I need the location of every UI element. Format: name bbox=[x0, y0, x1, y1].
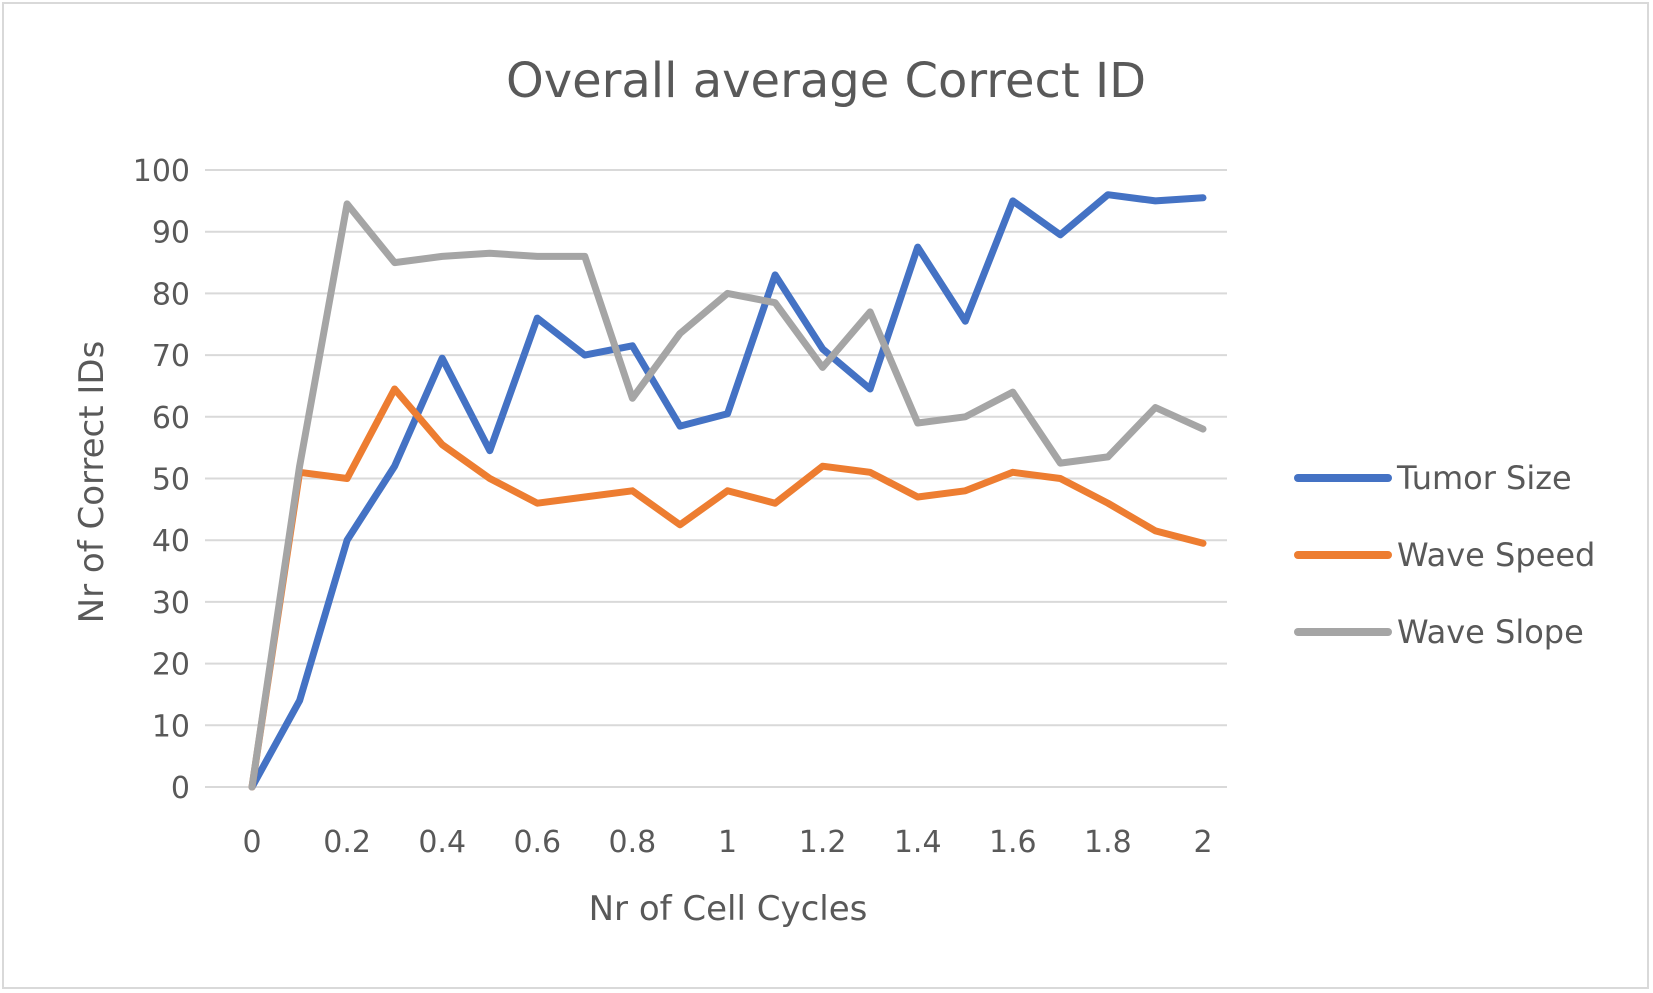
y-tick-label: 50 bbox=[152, 463, 190, 498]
x-axis-label: Nr of Cell Cycles bbox=[589, 889, 868, 929]
legend-label: Wave Slope bbox=[1397, 613, 1584, 651]
y-tick-label: 90 bbox=[152, 216, 190, 251]
legend-label: Wave Speed bbox=[1397, 536, 1595, 574]
y-tick-label: 20 bbox=[152, 648, 190, 683]
gridlines bbox=[205, 169, 1227, 788]
chart-title: Overall average Correct ID bbox=[506, 53, 1146, 109]
x-tick-label: 1.2 bbox=[799, 825, 847, 860]
y-tick-label: 40 bbox=[152, 524, 190, 559]
y-tick-label: 80 bbox=[152, 277, 190, 312]
x-tick-label: 1.6 bbox=[989, 825, 1037, 860]
series-line-tumor-size bbox=[248, 191, 1207, 791]
x-tick-label: 0.8 bbox=[609, 825, 657, 860]
x-axis-ticks: 0 0.2 0.4 0.6 0.8 1 1.2 1.4 1.6 1.8 2 bbox=[242, 825, 1212, 860]
series-line-wave-speed bbox=[248, 385, 1207, 791]
x-tick-label: 0.6 bbox=[513, 825, 561, 860]
legend: Tumor Size Wave Speed Wave Slope bbox=[1294, 459, 1595, 651]
x-tick-label: 0 bbox=[242, 825, 261, 860]
y-tick-label: 70 bbox=[152, 339, 190, 374]
y-axis-ticks: 0 10 20 30 40 50 60 70 80 90 100 bbox=[133, 154, 190, 806]
x-tick-label: 0.2 bbox=[323, 825, 371, 860]
y-axis-label: Nr of Correct IDs bbox=[72, 341, 112, 624]
y-tick-label: 10 bbox=[152, 709, 190, 744]
y-tick-label: 60 bbox=[152, 401, 190, 436]
series-lines bbox=[248, 191, 1207, 791]
x-tick-label: 1 bbox=[718, 825, 737, 860]
series-line-wave-slope bbox=[248, 200, 1207, 791]
x-tick-label: 1.4 bbox=[894, 825, 942, 860]
y-tick-label: 100 bbox=[133, 154, 190, 189]
legend-label: Tumor Size bbox=[1396, 459, 1572, 497]
x-tick-label: 1.8 bbox=[1084, 825, 1132, 860]
y-tick-label: 30 bbox=[152, 586, 190, 621]
y-tick-label: 0 bbox=[171, 771, 190, 806]
x-tick-label: 2 bbox=[1193, 825, 1212, 860]
x-tick-label: 0.4 bbox=[418, 825, 466, 860]
